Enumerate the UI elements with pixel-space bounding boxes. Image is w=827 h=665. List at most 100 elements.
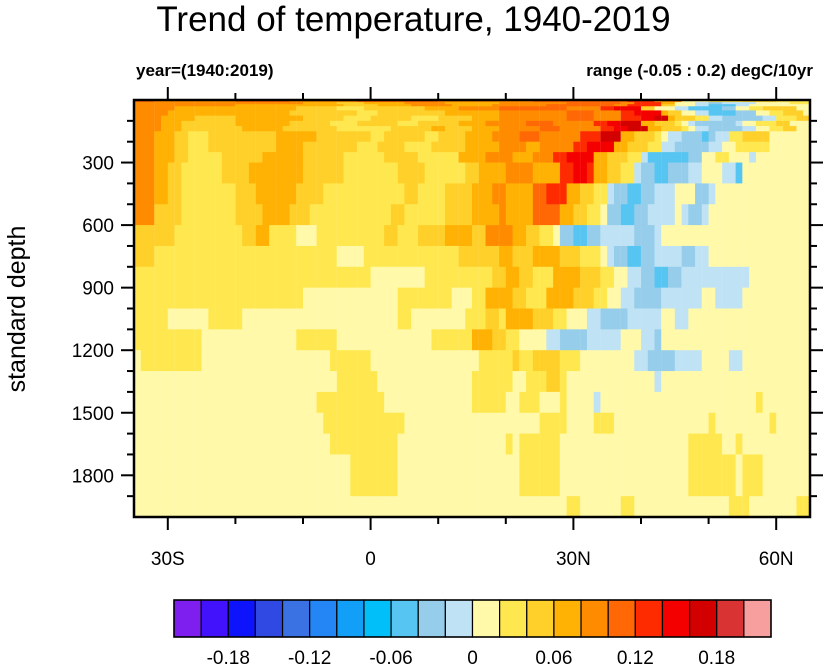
y-tick-label: 1200 — [72, 341, 114, 362]
heatmap-cell — [634, 131, 655, 143]
colorbar-label: 0 — [467, 648, 478, 665]
heatmap-cell — [174, 106, 297, 111]
heatmap-cell — [404, 183, 419, 205]
colorbar-box — [471, 599, 501, 638]
heatmap-cell — [323, 412, 405, 434]
heatmap-cell — [330, 433, 399, 455]
heatmap-cell — [728, 131, 743, 143]
heatmap-cell — [755, 102, 791, 105]
colorbar-box — [499, 599, 528, 638]
heatmap-cell — [201, 350, 331, 372]
heatmap-cell — [580, 496, 622, 518]
heatmap-cell — [647, 204, 676, 226]
heatmap-cell — [654, 371, 662, 393]
heatmap-cell — [519, 454, 561, 476]
heatmap-cell — [343, 152, 385, 163]
heatmap-cell — [634, 204, 649, 226]
colorbar-box — [417, 599, 446, 638]
heatmap-cell — [526, 141, 540, 153]
heatmap-cell — [742, 131, 770, 143]
heatmap-cell — [755, 152, 810, 163]
heatmap-cell — [722, 115, 764, 122]
heatmap-cell — [134, 350, 142, 372]
heatmap-cell — [181, 120, 236, 127]
heatmap-cell — [654, 115, 669, 122]
heatmap-cell — [485, 287, 513, 309]
heatmap-cell — [715, 183, 810, 205]
heatmap-cell — [154, 245, 338, 268]
heatmap-cell — [438, 115, 473, 122]
heatmap-cell — [134, 225, 175, 247]
heatmap-cell — [627, 126, 649, 132]
colorbar: -0.18 -0.12 -0.06 0 0.06 0.12 0.18 — [173, 599, 772, 665]
heatmap-cell — [566, 152, 595, 163]
heatmap-cell — [519, 350, 534, 372]
heatmap-cell — [749, 106, 764, 111]
heatmap-cell — [735, 104, 750, 107]
colorbar-box — [634, 599, 664, 638]
heatmap-cell — [255, 225, 270, 247]
heatmap-cell — [755, 120, 777, 127]
heatmap-cell — [444, 183, 473, 205]
heatmap-cell — [688, 120, 696, 127]
colorbar-box — [607, 599, 636, 638]
heatmap-cell — [370, 131, 385, 143]
heatmap-cell — [397, 287, 453, 309]
heatmap-cell — [134, 141, 155, 153]
heatmap-cell — [715, 152, 730, 163]
heatmap-cell — [580, 266, 601, 289]
heatmap-cell — [647, 152, 689, 163]
colorbar-box — [363, 599, 392, 638]
heatmap-cell — [593, 162, 608, 184]
heatmap-cell — [519, 391, 540, 414]
heatmap-cell — [546, 287, 574, 309]
heatmap-cell — [505, 204, 534, 226]
heatmap-cell — [634, 496, 730, 518]
heatmap-cell — [194, 115, 236, 122]
heatmap-cell — [796, 106, 810, 111]
heatmap-cell — [526, 225, 540, 247]
heatmap-cell — [681, 266, 750, 289]
heatmap-cell — [749, 496, 797, 518]
colorbar-box — [390, 599, 419, 638]
heatmap-cell — [532, 183, 547, 205]
heatmap-cell — [492, 266, 507, 289]
heatmap-cell — [641, 329, 655, 351]
heatmap-cell — [661, 110, 669, 117]
heatmap-cell — [600, 266, 615, 289]
heatmap-cell — [776, 120, 791, 127]
heatmap-cell — [654, 162, 669, 184]
heatmap-cell — [377, 110, 446, 117]
colorbar-box — [580, 599, 609, 638]
heatmap-cell — [235, 104, 344, 107]
heatmap-cell — [134, 371, 338, 393]
heatmap-cell — [188, 152, 223, 163]
colorbar-box — [688, 599, 718, 638]
heatmap-cell — [499, 204, 507, 226]
heatmap-cell — [343, 115, 371, 122]
heatmap-cell — [384, 131, 426, 143]
axes: 30S 0 30N 60N 300 600 900 1200 1500 1800 — [72, 87, 823, 570]
heatmap-cell — [613, 141, 628, 153]
heatmap-cell — [559, 475, 689, 497]
heatmap-cell — [174, 225, 243, 247]
heatmap-cell — [688, 475, 737, 497]
heatmap-cell — [154, 141, 175, 153]
heatmap-cell — [641, 115, 655, 122]
heatmap-cell — [620, 329, 642, 351]
heatmap-cell — [465, 308, 486, 330]
heatmap-cell — [512, 350, 520, 372]
heatmap-cell — [275, 131, 317, 143]
heatmap-cell — [316, 225, 385, 247]
heatmap-cell — [613, 106, 642, 111]
heatmap-cell — [546, 104, 615, 107]
heatmap-cell — [553, 120, 595, 127]
heatmap-cell — [661, 329, 810, 351]
heatmap-cell — [762, 454, 811, 476]
heatmap-cell — [181, 162, 223, 184]
heatmap-cell — [323, 183, 405, 205]
heatmap-cell — [336, 245, 365, 268]
heatmap-cell — [242, 126, 284, 132]
heatmap-cell — [647, 126, 662, 132]
